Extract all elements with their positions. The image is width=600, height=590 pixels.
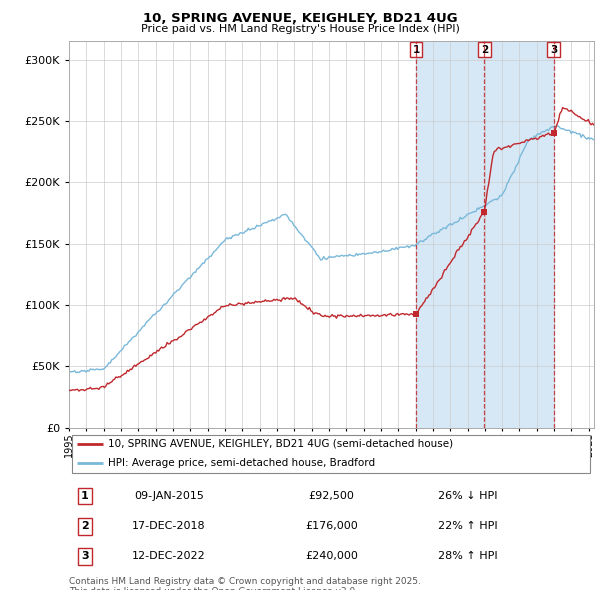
Text: 2: 2 [481, 45, 488, 55]
Text: Contains HM Land Registry data © Crown copyright and database right 2025.
This d: Contains HM Land Registry data © Crown c… [69, 577, 421, 590]
Text: 22% ↑ HPI: 22% ↑ HPI [438, 522, 498, 531]
Text: £176,000: £176,000 [305, 522, 358, 531]
Text: 2: 2 [81, 522, 89, 531]
Text: HPI: Average price, semi-detached house, Bradford: HPI: Average price, semi-detached house,… [109, 458, 376, 468]
Text: Price paid vs. HM Land Registry's House Price Index (HPI): Price paid vs. HM Land Registry's House … [140, 24, 460, 34]
Text: 10, SPRING AVENUE, KEIGHLEY, BD21 4UG (semi-detached house): 10, SPRING AVENUE, KEIGHLEY, BD21 4UG (s… [109, 439, 454, 449]
Text: 1: 1 [412, 45, 419, 55]
Text: £240,000: £240,000 [305, 552, 358, 562]
Text: 12-DEC-2022: 12-DEC-2022 [132, 552, 206, 562]
Text: 26% ↓ HPI: 26% ↓ HPI [438, 491, 498, 501]
Text: £92,500: £92,500 [308, 491, 355, 501]
Text: 09-JAN-2015: 09-JAN-2015 [134, 491, 203, 501]
FancyBboxPatch shape [71, 435, 590, 473]
Text: 10, SPRING AVENUE, KEIGHLEY, BD21 4UG: 10, SPRING AVENUE, KEIGHLEY, BD21 4UG [143, 12, 457, 25]
Text: 17-DEC-2018: 17-DEC-2018 [132, 522, 206, 531]
Text: 28% ↑ HPI: 28% ↑ HPI [438, 552, 498, 562]
Bar [416, 41, 554, 428]
Text: 3: 3 [81, 552, 89, 562]
Text: 3: 3 [550, 45, 557, 55]
Text: 1: 1 [81, 491, 89, 501]
